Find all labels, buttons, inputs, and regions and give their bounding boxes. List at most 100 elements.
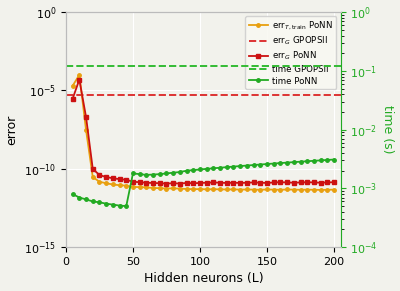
time PoNN bbox=[144, 173, 149, 177]
err$_{T,\mathrm{train}}$ PoNN bbox=[97, 180, 102, 184]
err$_{T,\mathrm{train}}$ PoNN bbox=[318, 188, 323, 192]
time PoNN bbox=[211, 166, 216, 170]
err$_G$ PoNN bbox=[84, 115, 88, 119]
time PoNN bbox=[77, 196, 82, 199]
time PoNN bbox=[292, 160, 296, 164]
X-axis label: Hidden neurons (L): Hidden neurons (L) bbox=[144, 272, 263, 285]
time PoNN bbox=[244, 164, 249, 167]
err$_G$ PoNN bbox=[278, 180, 283, 184]
err$_{T,\mathrm{train}}$ PoNN bbox=[110, 183, 115, 186]
time PoNN bbox=[278, 161, 283, 165]
err$_{T,\mathrm{train}}$ PoNN bbox=[332, 188, 336, 191]
err$_{T,\mathrm{train}}$ PoNN bbox=[77, 73, 82, 77]
err$_G$ PoNN bbox=[90, 167, 95, 171]
err$_G$ PoNN bbox=[271, 181, 276, 184]
err$_G$ PoNN bbox=[184, 181, 189, 185]
time PoNN bbox=[305, 159, 310, 163]
err$_G$ PoNN bbox=[137, 180, 142, 184]
err$_G$ PoNN bbox=[332, 180, 336, 184]
err$_G$ PoNN bbox=[292, 181, 296, 184]
err$_G$ PoNN bbox=[178, 182, 182, 185]
err$_{T,\mathrm{train}}$ PoNN bbox=[292, 188, 296, 191]
time PoNN bbox=[198, 168, 202, 171]
err$_G$ PoNN bbox=[164, 182, 169, 185]
err$_G$ PoNN bbox=[117, 178, 122, 181]
err$_G$ PoNN bbox=[104, 175, 108, 179]
time PoNN bbox=[110, 203, 115, 206]
time PoNN bbox=[218, 166, 222, 169]
err$_{T,\mathrm{train}}$ PoNN bbox=[244, 188, 249, 191]
Line: time PoNN: time PoNN bbox=[71, 158, 336, 208]
err$_G$ PoNN bbox=[124, 178, 129, 182]
err$_G$ PoNN bbox=[298, 181, 303, 184]
err$_{T,\mathrm{train}}$ PoNN bbox=[271, 188, 276, 191]
err$_{T,\mathrm{train}}$ PoNN bbox=[84, 128, 88, 132]
err$_G$ PoNN bbox=[312, 181, 316, 184]
err$_{T,\mathrm{train}}$ PoNN bbox=[151, 186, 156, 190]
err$_{T,\mathrm{train}}$ PoNN bbox=[191, 187, 196, 191]
err$_G$ PoNN bbox=[70, 97, 75, 100]
err$_{T,\mathrm{train}}$ PoNN bbox=[157, 187, 162, 190]
err$_{T,\mathrm{train}}$ PoNN bbox=[298, 188, 303, 191]
time PoNN bbox=[251, 163, 256, 167]
Y-axis label: error: error bbox=[6, 115, 18, 145]
err$_G$ PoNN bbox=[144, 181, 149, 184]
err$_{T,\mathrm{train}}$ PoNN bbox=[305, 188, 310, 191]
time PoNN bbox=[164, 172, 169, 175]
time PoNN bbox=[191, 168, 196, 172]
err$_{T,\mathrm{train}}$ PoNN bbox=[278, 188, 283, 191]
err$_G$ PoNN bbox=[198, 181, 202, 185]
time PoNN bbox=[231, 165, 236, 168]
time PoNN bbox=[117, 204, 122, 207]
err$_G$ PoNN bbox=[157, 182, 162, 185]
Y-axis label: time (s): time (s) bbox=[382, 105, 394, 154]
time PoNN bbox=[285, 161, 290, 164]
Line: err$_{T,\mathrm{train}}$ PoNN: err$_{T,\mathrm{train}}$ PoNN bbox=[71, 73, 336, 192]
err$_{T,\mathrm{train}}$ PoNN bbox=[204, 188, 209, 191]
err$_{T,\mathrm{train}}$ PoNN bbox=[325, 188, 330, 191]
err$_{T,\mathrm{train}}$ PoNN bbox=[238, 188, 242, 191]
time PoNN bbox=[258, 163, 263, 166]
err$_G$ GPOPSII bbox=[65, 93, 70, 97]
time PoNN bbox=[265, 162, 270, 166]
err$_G$ PoNN bbox=[251, 181, 256, 184]
Legend: err$_{T,\mathrm{train}}$ PoNN, err$_G$ GPOPSII, err$_G$ PoNN, time GPOPSII, time: err$_{T,\mathrm{train}}$ PoNN, err$_G$ G… bbox=[246, 17, 336, 89]
time PoNN bbox=[332, 158, 336, 161]
time PoNN bbox=[238, 164, 242, 168]
err$_G$ PoNN bbox=[318, 181, 323, 184]
err$_{T,\mathrm{train}}$ PoNN bbox=[124, 184, 129, 187]
err$_{T,\mathrm{train}}$ PoNN bbox=[178, 187, 182, 190]
err$_G$ PoNN bbox=[97, 173, 102, 177]
time PoNN bbox=[157, 172, 162, 176]
err$_G$ PoNN bbox=[231, 181, 236, 184]
time PoNN bbox=[204, 167, 209, 171]
err$_G$ PoNN bbox=[218, 181, 222, 184]
err$_{T,\mathrm{train}}$ PoNN bbox=[312, 188, 316, 191]
err$_{T,\mathrm{train}}$ PoNN bbox=[117, 183, 122, 187]
time PoNN bbox=[184, 169, 189, 173]
err$_{T,\mathrm{train}}$ PoNN bbox=[265, 188, 270, 191]
err$_{T,\mathrm{train}}$ PoNN bbox=[258, 188, 263, 191]
time PoNN bbox=[137, 172, 142, 176]
err$_{T,\mathrm{train}}$ PoNN bbox=[130, 185, 135, 189]
time PoNN bbox=[130, 172, 135, 175]
err$_{T,\mathrm{train}}$ PoNN bbox=[137, 185, 142, 189]
time PoNN bbox=[104, 202, 108, 205]
time PoNN bbox=[90, 200, 95, 203]
time PoNN bbox=[325, 158, 330, 162]
err$_{T,\mathrm{train}}$ PoNN bbox=[218, 188, 222, 191]
err$_{T,\mathrm{train}}$ PoNN bbox=[171, 187, 176, 190]
time PoNN bbox=[224, 165, 229, 169]
err$_G$ PoNN bbox=[77, 78, 82, 81]
err$_{T,\mathrm{train}}$ PoNN bbox=[198, 187, 202, 191]
time GPOPSII bbox=[64, 65, 68, 68]
err$_G$ PoNN bbox=[265, 181, 270, 185]
time PoNN bbox=[312, 159, 316, 163]
err$_G$ PoNN bbox=[171, 182, 176, 185]
err$_G$ PoNN bbox=[151, 181, 156, 185]
err$_{T,\mathrm{train}}$ PoNN bbox=[144, 186, 149, 189]
err$_G$ PoNN bbox=[238, 181, 242, 185]
err$_{T,\mathrm{train}}$ PoNN bbox=[231, 188, 236, 191]
time PoNN bbox=[171, 171, 176, 175]
err$_G$ PoNN bbox=[244, 181, 249, 184]
